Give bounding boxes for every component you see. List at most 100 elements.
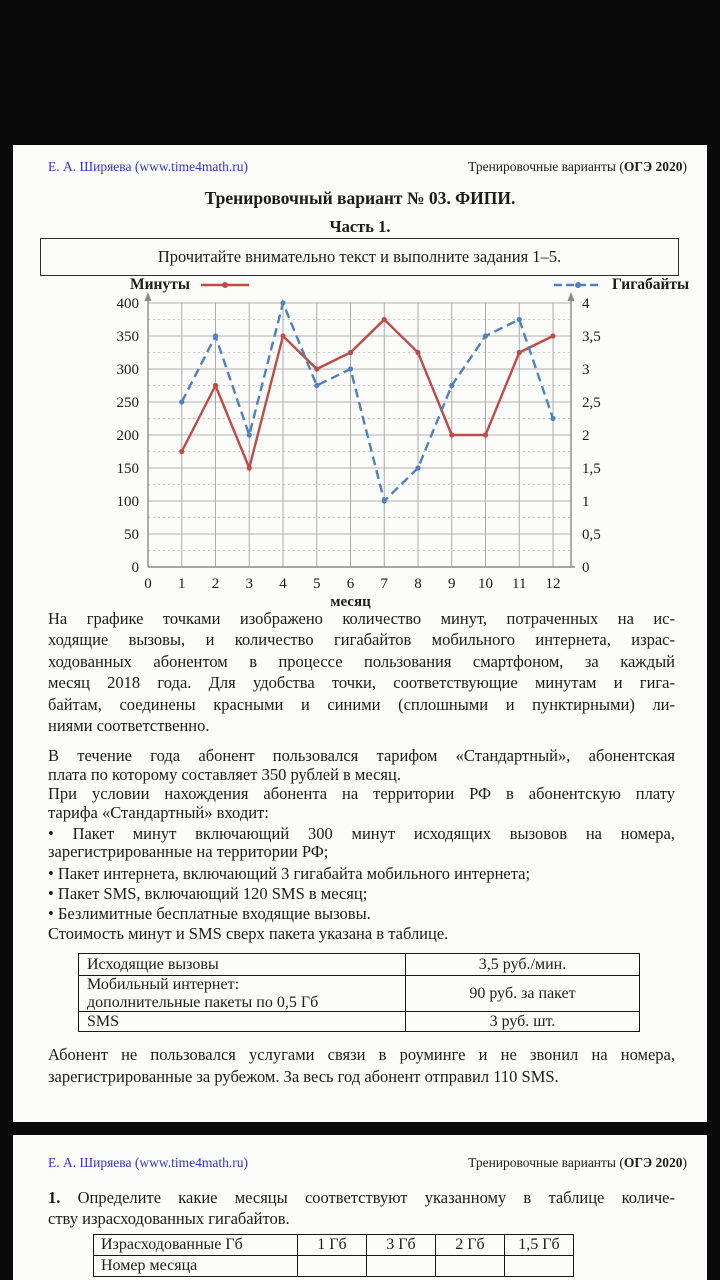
data-point [347,349,354,356]
svg-text:12: 12 [546,576,561,592]
svg-text:4: 4 [279,576,287,592]
legend-gigabytes-label: Гигабайты [612,276,690,293]
instruction-text: Прочитайте внимательно текст и выполните… [157,247,562,266]
text-line: байтам, соединены красными и синими (спл… [48,694,675,714]
data-point [449,432,455,438]
text-line: Абонент не пользовался услугами связи в … [48,1045,675,1065]
text-line: • Пакет SMS, включающий 120 SMS в месяц; [48,884,368,904]
author-site-link[interactable]: Е. А. Ширяева (www.time4math.ru) [48,159,248,174]
blue-dashed-line-sample [554,282,602,288]
bullet-minutes-package: • Пакет минут включающий 300 минут исход… [48,825,675,860]
author-site-link[interactable]: Е. А. Ширяева (www.time4math.ru) [48,1155,248,1170]
svg-text:1,5: 1,5 [582,461,601,477]
data-point [550,415,556,422]
data-point [347,366,354,372]
svg-text:250: 250 [117,395,140,411]
data-point [415,465,421,471]
data-point [246,465,252,471]
tariff-paragraph: В течение года абонент пользовался тариф… [48,746,675,784]
chart-description-paragraph: На графике точками изображено количество… [48,608,675,736]
svg-text:350: 350 [117,329,140,345]
legend-minutes-label: Минуты [130,276,190,293]
answer-table: Израсходованные Гб 1 Гб 3 Гб 2 Гб 1,5 Гб… [93,1234,574,1277]
tariff-row-sms-price: 3 руб. шт. [405,1011,640,1033]
data-point [179,399,185,405]
svg-text:1: 1 [178,576,186,592]
svg-text:2: 2 [212,576,220,592]
legend-minutes: Минуты [130,276,251,294]
answer-cell [435,1255,505,1277]
svg-text:0,5: 0,5 [582,527,601,543]
table-row: Номер месяца [93,1255,574,1277]
svg-text:6: 6 [347,576,355,592]
data-point [314,366,320,372]
page-header: Е. А. Ширяева (www.time4math.ru) Трениро… [48,159,687,175]
text-line: В течение года абонент пользовался тариф… [48,746,675,766]
tariff-row-internet-label: Мобильный интернет: дополнительные пакет… [78,975,406,1013]
svg-text:месяц: месяц [330,594,371,610]
series-minutes-line [180,317,554,472]
table-row: Исходящие вызовы 3,5 руб./мин. [78,953,640,977]
svg-text:100: 100 [117,494,140,510]
svg-text:1: 1 [582,494,590,510]
data-point [179,448,185,455]
text-line: • Пакет интернета, включающий 3 гигабайт… [48,864,531,884]
variant-title: Тренировочный вариант № 03. ФИПИ. [204,188,516,208]
page-header: Е. А. Ширяева (www.time4math.ru) Трениро… [48,1155,687,1171]
data-point [550,333,556,339]
roaming-paragraph: Абонент не пользовался услугами связи в … [48,1044,675,1087]
text-line: ниями соответственно. [48,716,210,736]
text-line: • Пакет минут включающий 300 минут исход… [48,824,675,844]
svg-text:9: 9 [448,576,456,592]
data-point [212,333,219,339]
header-right: Тренировочные варианты (ОГЭ 2020) [468,1155,687,1170]
svg-text:11: 11 [512,576,526,592]
question-1-text: 1. Определите какие месяцы соответствуют… [48,1187,675,1230]
text-line: ходованных абонентом в процессе пользова… [48,651,675,671]
document-page-1: Е. А. Ширяева (www.time4math.ru) Трениро… [13,145,707,1122]
svg-text:8: 8 [414,576,422,592]
svg-text:0: 0 [144,576,152,592]
text-line: На графике точками изображено количество… [48,609,675,628]
svg-text:4: 4 [582,296,590,312]
tariff-row-calls-label: Исходящие вызовы [78,953,406,977]
legend-gigabytes: Гигабайты [552,276,689,294]
data-point [449,382,455,389]
answer-cell [297,1255,367,1277]
document-page-2: Е. А. Ширяева (www.time4math.ru) Трениро… [13,1135,707,1280]
tariff-price-table: Исходящие вызовы 3,5 руб./мин. Мобильный… [78,953,640,1033]
answer-cell [504,1255,574,1277]
table-row: SMS 3 руб. шт. [78,1011,640,1033]
table-row: Израсходованные Гб 1 Гб 3 Гб 2 Гб 1,5 Гб [93,1234,574,1256]
text-line: ству израсходованных гигабайтов. [48,1209,290,1229]
conditions-paragraph: При условии нахождения абонента на терри… [48,784,675,822]
data-point [381,498,387,504]
svg-text:3: 3 [246,576,254,592]
data-point [482,333,489,339]
tariff-row-sms-label: SMS [78,1011,406,1033]
svg-text:0: 0 [132,560,140,576]
text-line: ходящие вызовы, и количество гигабайтов … [48,630,675,650]
text-line: Стоимость минут и SMS сверх пакета указа… [48,924,449,944]
text-line: тарифа «Стандартный» входит: [48,803,269,823]
text-line: месяц 2018 года. Для удобства точки, соо… [48,673,675,693]
svg-text:10: 10 [478,576,493,592]
instruction-box: Прочитайте внимательно текст и выполните… [40,238,679,276]
answer-table-gb-2: 2 Гб [435,1234,505,1256]
series-gigabytes-line [180,299,555,504]
header-right: Тренировочные варианты (ОГЭ 2020) [468,159,687,174]
data-point [212,382,219,389]
data-point [246,432,252,438]
svg-text:5: 5 [313,576,321,592]
bullet-sms-package: • Пакет SMS, включающий 120 SMS в месяц; [48,885,675,903]
tariff-row-internet-price: 90 руб. за пакет [405,975,640,1013]
data-point [482,432,489,438]
task-text: На графике точками изображено количество… [48,608,675,1087]
data-point [381,316,387,323]
answer-table-gb-header: Израсходованные Гб [93,1234,298,1256]
svg-text:2: 2 [582,428,590,444]
text-line: зарегистрированные на территории РФ; [48,841,329,861]
text-line: • Безлимитные бесплатные входящие вызовы… [48,904,371,924]
tariff-row-calls-price: 3,5 руб./мин. [405,953,640,977]
